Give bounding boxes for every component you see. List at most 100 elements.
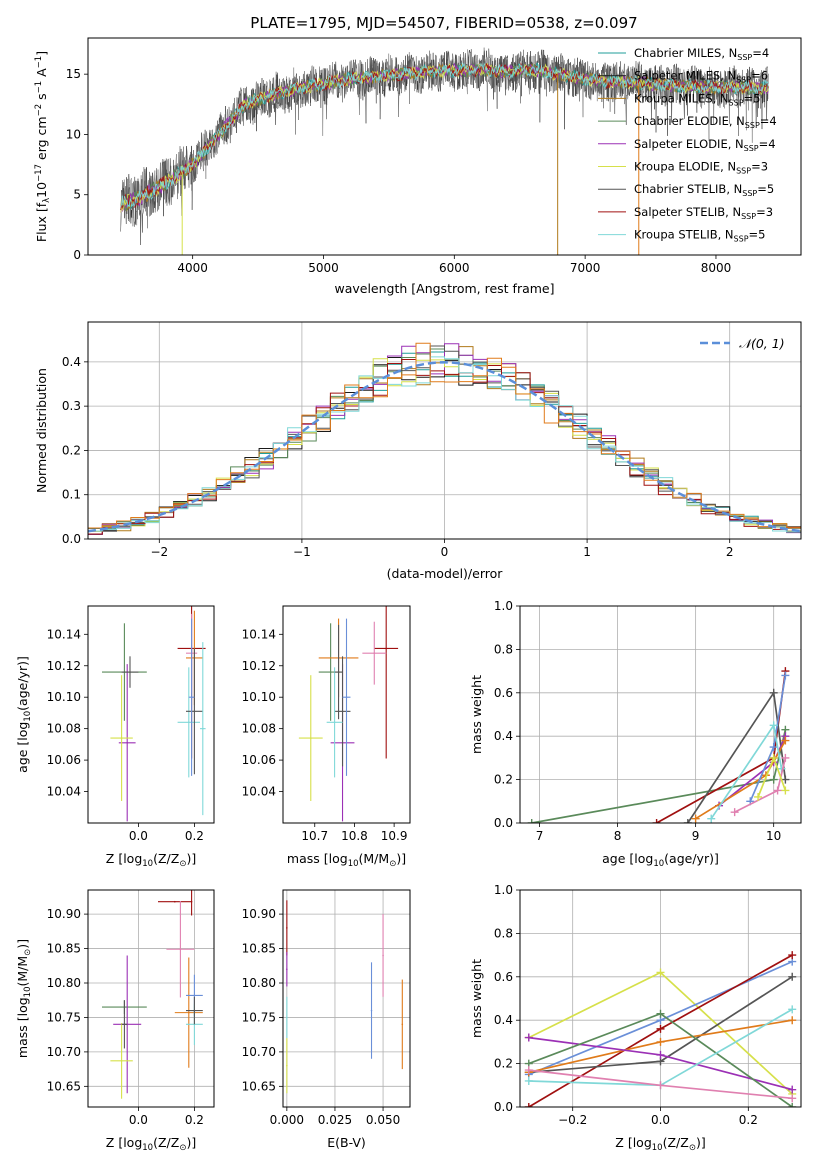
weight-marker bbox=[769, 721, 778, 730]
label-part: )] bbox=[696, 1135, 706, 1150]
weight-marker bbox=[527, 819, 536, 823]
legend-tail: =4 bbox=[752, 46, 769, 60]
data-point bbox=[385, 647, 387, 650]
legend-text: Kroupa MILES, N bbox=[634, 91, 729, 105]
weight-marker bbox=[781, 786, 790, 795]
data-point bbox=[190, 696, 193, 699]
legend-label: Salpeter MILES, NSSP=6 bbox=[634, 69, 768, 85]
legend-tail: =4 bbox=[759, 137, 776, 151]
plot-area bbox=[120, 47, 769, 255]
legend-sub: SSP bbox=[734, 235, 749, 244]
weight-marker bbox=[656, 1081, 665, 1090]
data-point bbox=[190, 900, 193, 903]
label-part: )] bbox=[396, 851, 406, 866]
mass-vs-ebv-panel: 0.000 0.025 0.050 10.65 10.70 10.75 10.80 10.85… bbox=[242, 889, 411, 1150]
y-tick-label: 0 bbox=[73, 248, 81, 262]
y-tick-label: 10.14 bbox=[242, 627, 276, 641]
x-tick-label: 8 bbox=[614, 829, 622, 843]
age-vs-mass-panel: 10.7 10.8 10.9 10.04 10.06 10.08 10.10 10.12 10.… bbox=[242, 605, 411, 869]
weight-marker bbox=[788, 1005, 797, 1014]
legend-text: Salpeter MILES, N bbox=[634, 69, 736, 83]
x-tick-label: 2 bbox=[726, 545, 734, 559]
legend-tail: =5 bbox=[744, 91, 761, 105]
plot-area bbox=[88, 322, 801, 539]
data-point bbox=[193, 994, 196, 997]
x-tick-label: 10.7 bbox=[301, 829, 328, 843]
data-point bbox=[120, 1060, 123, 1062]
axes-frame bbox=[519, 605, 802, 824]
x-tick-label: −1 bbox=[293, 545, 311, 559]
legend-tail: =3 bbox=[756, 205, 773, 219]
data-point bbox=[193, 710, 196, 713]
y-tick-label: 0.2 bbox=[494, 1057, 513, 1071]
weight-marker bbox=[707, 814, 716, 823]
legend-tail: =5 bbox=[749, 228, 766, 242]
data-point bbox=[373, 652, 376, 654]
data-point bbox=[188, 721, 190, 724]
y-tick-label: 10.70 bbox=[242, 1045, 276, 1059]
x-tick-label: 8000 bbox=[701, 261, 732, 275]
x-axis-label: Z [log10(Z/Z⊙)] bbox=[106, 851, 196, 869]
label-part: age [log bbox=[15, 722, 30, 773]
weight-marker bbox=[788, 1094, 797, 1103]
legend-label: Kroupa MILES, NSSP=5 bbox=[634, 91, 760, 107]
label-part: (M/M bbox=[359, 851, 390, 866]
x-tick-label: 4000 bbox=[177, 261, 208, 275]
label-part: Z [log bbox=[106, 851, 142, 866]
label-part: −2 bbox=[34, 104, 44, 117]
weight-marker bbox=[769, 743, 778, 752]
y-tick-label: 0.4 bbox=[62, 355, 81, 369]
legend-sub: SSP bbox=[744, 144, 759, 153]
weight-marker bbox=[769, 688, 778, 697]
data-point bbox=[337, 671, 340, 673]
x-tick-label: 0.2 bbox=[739, 1113, 758, 1127]
data-point bbox=[129, 671, 131, 673]
y-tick-label: 10.14 bbox=[47, 627, 81, 641]
label-part: ⊙ bbox=[179, 859, 186, 869]
legend-label: Salpeter ELODIE, NSSP=4 bbox=[634, 137, 776, 153]
legend-sub: SSP bbox=[741, 212, 756, 221]
legend-label: Kroupa STELIB, NSSP=5 bbox=[634, 228, 765, 244]
label-part: ⊙ bbox=[689, 1143, 696, 1153]
label-part: (Z/Z bbox=[153, 1135, 179, 1150]
y-tick-label: 0.4 bbox=[494, 729, 513, 743]
y-tick-label: 0.2 bbox=[62, 443, 81, 457]
y-tick-label: 10.12 bbox=[242, 659, 276, 673]
weight-marker bbox=[788, 1085, 797, 1094]
y-tick-label: 1.0 bbox=[494, 599, 513, 613]
weight-marker bbox=[788, 972, 797, 981]
mass-vs-z-panel: 0.0 0.2 10.65 10.70 10.75 10.80 10.85 10.90 Z [l… bbox=[15, 889, 215, 1153]
spectrum-line-kroupa_elodie bbox=[120, 62, 769, 213]
label-part: mass [log bbox=[287, 851, 348, 866]
x-tick-label: 0.0 bbox=[129, 829, 148, 843]
label-part: )] bbox=[186, 1135, 196, 1150]
x-tick-label: 10.9 bbox=[381, 829, 408, 843]
label-part: Z [log bbox=[615, 1135, 651, 1150]
label-part: (age/yr)] bbox=[664, 851, 719, 866]
y-tick-label: 1.0 bbox=[494, 883, 513, 897]
plot-area bbox=[298, 606, 399, 822]
y-tick-label: 10.08 bbox=[242, 722, 276, 736]
data-point bbox=[126, 742, 128, 744]
plot-area bbox=[520, 890, 801, 1107]
age-vs-z-panel: 0.0 0.2 10.04 10.06 10.08 10.10 10.12 10.14 Z [l… bbox=[15, 605, 215, 869]
data-point bbox=[174, 900, 176, 903]
legend-text: Kroupa STELIB, N bbox=[634, 228, 734, 242]
legend-text: Salpeter STELIB, N bbox=[634, 205, 741, 219]
y-axis-label: Normed distribution bbox=[34, 368, 49, 493]
y-axis-label: mass [log10(M/M⊙)] bbox=[15, 939, 33, 1058]
y-tick-label: 10.06 bbox=[242, 753, 276, 767]
legend-tail: =6 bbox=[751, 69, 768, 83]
x-tick-label: −2 bbox=[150, 545, 168, 559]
weight-marker bbox=[524, 1066, 533, 1075]
y-tick-label: 10.10 bbox=[47, 690, 81, 704]
label-part: 10 bbox=[142, 859, 153, 869]
x-axis-label: E(B-V) bbox=[327, 1135, 366, 1150]
x-tick-label: 0 bbox=[441, 545, 449, 559]
y-tick-label: 10.06 bbox=[47, 753, 81, 767]
y-tick-label: 10.85 bbox=[242, 942, 276, 956]
residual-legend: 𝒩(0, 1) bbox=[700, 336, 785, 351]
x-tick-label: 0.0 bbox=[129, 1113, 148, 1127]
weight-marker bbox=[683, 819, 692, 823]
data-point bbox=[123, 1023, 126, 1026]
